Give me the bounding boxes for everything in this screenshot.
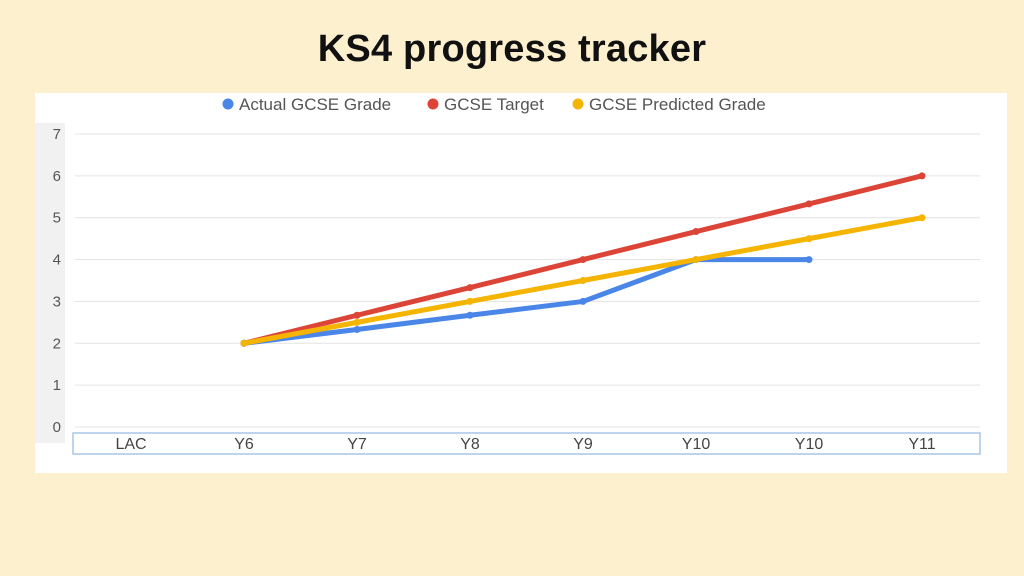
data-point xyxy=(579,277,587,284)
y-tick-label: 2 xyxy=(53,335,61,352)
x-tick-label: Y8 xyxy=(460,436,480,453)
data-point xyxy=(466,311,474,319)
legend-label: GCSE Predicted Grade xyxy=(589,95,766,114)
x-tick-label: Y9 xyxy=(573,436,593,453)
axis-shade xyxy=(35,123,65,443)
data-point xyxy=(692,228,700,236)
legend-marker xyxy=(427,98,439,110)
series-line xyxy=(241,257,812,346)
y-tick-label: 4 xyxy=(53,252,61,269)
x-tick-label: Y10 xyxy=(795,436,824,453)
legend-marker xyxy=(222,98,234,110)
x-tick-label: Y7 xyxy=(347,436,367,453)
y-tick-label: 5 xyxy=(53,210,61,227)
data-point xyxy=(918,172,926,180)
x-tick-label: LAC xyxy=(115,436,146,453)
data-point xyxy=(466,284,474,292)
legend-label: GCSE Target xyxy=(444,95,544,114)
slide-title: KS4 progress tracker xyxy=(317,28,707,70)
data-point xyxy=(579,256,587,264)
legend-marker xyxy=(572,98,584,110)
data-point xyxy=(692,256,700,264)
legend-label: Actual GCSE Grade xyxy=(239,95,391,114)
x-tick-label: Y6 xyxy=(234,436,254,453)
y-tick-label: 7 xyxy=(53,126,61,143)
data-point xyxy=(805,200,813,208)
data-point xyxy=(353,311,361,319)
category-axis-box xyxy=(72,432,981,455)
data-point xyxy=(353,325,361,333)
x-tick-label: Y10 xyxy=(682,436,711,453)
y-tick-label: 1 xyxy=(53,377,61,394)
data-point xyxy=(240,339,248,347)
data-point xyxy=(466,297,474,305)
data-point xyxy=(353,318,361,326)
line-chart: 0 1 2 3 4 5 6 7 LAC Y6 Y7 Y8 Y9 Y10 Y10 Y11 Actual GCSE … xyxy=(35,95,981,455)
data-point xyxy=(918,214,926,222)
y-tick-label: 6 xyxy=(53,168,61,185)
data-point xyxy=(805,235,813,243)
x-tick-label: Y11 xyxy=(908,436,935,453)
data-point xyxy=(579,297,587,305)
y-tick-label: 0 xyxy=(53,419,61,436)
data-point xyxy=(805,256,813,264)
chart-panel: 0 1 2 3 4 5 6 7 LAC Y6 Y7 Y8 Y9 Y10 Y10 Y11 Actual GCSE … xyxy=(35,93,1007,473)
y-tick-label: 3 xyxy=(53,293,61,310)
